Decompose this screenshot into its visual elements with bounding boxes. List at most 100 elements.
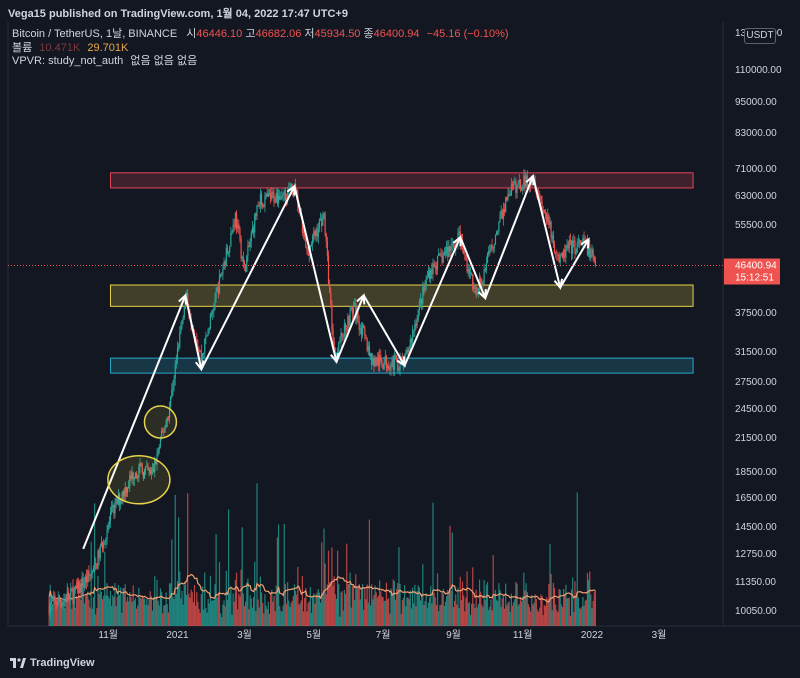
candle-body xyxy=(222,268,224,275)
candle-body xyxy=(375,358,377,366)
volume-bar xyxy=(516,583,518,626)
candle-body xyxy=(500,210,502,215)
candle-body xyxy=(267,193,269,197)
volume-bar xyxy=(285,603,288,626)
volume-bar xyxy=(132,585,134,626)
trend-arrow xyxy=(82,295,187,550)
volume-bar xyxy=(120,587,122,626)
candle-body xyxy=(496,231,498,236)
volume-bar xyxy=(373,595,375,626)
candle-body xyxy=(485,262,487,271)
volume-bar xyxy=(396,588,398,626)
volume-bar xyxy=(443,605,445,626)
price-tick-label: 37500.00 xyxy=(735,308,777,319)
volume-bar xyxy=(363,609,365,626)
candle-body xyxy=(377,357,380,367)
volume-bar xyxy=(406,597,408,626)
volume-bar xyxy=(431,603,433,626)
volume-bar xyxy=(221,617,223,626)
candle-body xyxy=(224,261,226,266)
volume-bar xyxy=(159,588,162,626)
volume-bar xyxy=(162,613,164,626)
time-tick-label: 2021 xyxy=(166,630,189,641)
candle-body xyxy=(200,351,202,361)
candle-body xyxy=(232,225,234,233)
candle-body xyxy=(117,494,120,504)
candle-body xyxy=(348,316,350,326)
candle-body xyxy=(388,366,390,371)
candle-body xyxy=(396,355,398,361)
candle-body xyxy=(563,249,565,258)
volume-bar xyxy=(438,611,440,626)
volume-label: 볼륨 xyxy=(12,41,33,54)
candle-body xyxy=(502,208,505,219)
candle-body xyxy=(115,499,117,503)
volume-bar xyxy=(330,581,332,626)
volume-bar xyxy=(385,582,388,626)
volume-bar xyxy=(312,597,314,626)
volume-bar xyxy=(212,600,214,626)
candle-body xyxy=(447,246,449,257)
candle-body xyxy=(398,370,400,371)
volume-bar xyxy=(449,525,451,626)
time-tick-label: 7월 xyxy=(376,629,391,641)
currency-button[interactable]: USDT xyxy=(744,28,776,44)
candle-body xyxy=(358,321,360,331)
candle-body xyxy=(257,205,259,207)
volume-bar xyxy=(514,599,516,626)
volume-bar xyxy=(238,593,240,626)
candle-body xyxy=(160,431,163,439)
volume-bar xyxy=(192,602,194,626)
candle-body xyxy=(130,475,132,479)
volume-bar xyxy=(467,603,469,626)
open-label: 시 xyxy=(186,28,197,40)
candle-body xyxy=(344,324,347,331)
candle-body xyxy=(430,269,432,279)
candle-body xyxy=(207,328,209,335)
volume-bar xyxy=(322,592,324,626)
volume-bar xyxy=(206,612,208,626)
volume-bar xyxy=(570,589,573,626)
volume-bar xyxy=(427,602,430,626)
candle-body xyxy=(230,233,232,247)
volume-bar xyxy=(61,605,63,626)
candle-body xyxy=(154,459,156,472)
volume-bar xyxy=(390,588,392,626)
low-value: 45934.50 xyxy=(314,28,361,40)
candle-body xyxy=(91,571,93,574)
candle-body xyxy=(544,213,547,215)
volume-bar xyxy=(297,566,299,626)
volume-bar xyxy=(509,611,511,626)
candle-body xyxy=(538,193,540,196)
volume-bar xyxy=(284,584,286,626)
candle-body xyxy=(158,446,160,451)
candle-body xyxy=(491,244,493,248)
volume-bar xyxy=(587,579,590,626)
volume-bar xyxy=(310,612,313,626)
volume-bar xyxy=(287,582,289,626)
candle-body xyxy=(452,244,455,246)
volume-bar xyxy=(375,592,377,626)
candle-body xyxy=(489,251,491,252)
volume-bar xyxy=(151,610,154,626)
candle-body xyxy=(369,353,372,356)
candle-body xyxy=(86,576,88,583)
candle-body xyxy=(593,256,595,261)
candle-body xyxy=(397,360,399,371)
volume-bar xyxy=(374,585,376,626)
candle-body xyxy=(567,244,569,249)
volume-bar xyxy=(372,599,374,626)
candle-body xyxy=(249,241,251,247)
volume-bar xyxy=(298,604,300,626)
candle-body xyxy=(524,175,526,187)
candle-body xyxy=(99,546,101,559)
volume-bar xyxy=(64,608,66,626)
candle-body xyxy=(176,347,179,359)
candle-body xyxy=(425,278,427,285)
candle-body xyxy=(501,210,503,219)
low-label: 저 xyxy=(304,28,315,40)
volume-bar xyxy=(105,595,107,626)
tradingview-logo[interactable]: TradingView xyxy=(10,657,95,669)
candle-body xyxy=(333,341,335,353)
